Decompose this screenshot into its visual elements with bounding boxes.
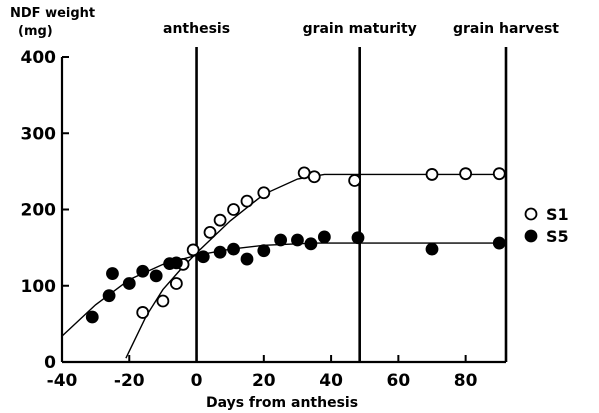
legend: S1 S5 — [524, 205, 569, 246]
data-point-series-1 — [136, 306, 150, 319]
data-point-series-1 — [169, 277, 183, 290]
event-label: anthesis — [163, 21, 230, 37]
legend-s1-label: S1 — [546, 205, 569, 224]
data-point-series-2 — [492, 236, 506, 250]
data-point-series-2 — [317, 230, 331, 244]
y-axis-label-line2: (mg) — [18, 24, 53, 39]
data-point-series-2 — [304, 237, 318, 251]
data-point-series-2 — [102, 289, 116, 303]
y-tick-label: 0 — [44, 353, 56, 373]
data-point-series-1 — [459, 167, 473, 181]
event-label: grain harvest — [453, 21, 559, 37]
data-point-series-1 — [492, 167, 506, 181]
data-point-series-1 — [156, 294, 170, 308]
data-point-series-1 — [307, 170, 321, 184]
data-point-series-2 — [106, 267, 119, 280]
x-axis-label: Days from anthesis — [206, 395, 358, 411]
data-point-series-1 — [257, 186, 271, 200]
data-point-series-2 — [122, 277, 136, 290]
data-point-series-2 — [213, 245, 227, 259]
y-tick-label: 100 — [21, 277, 57, 297]
x-tick-label: 80 — [454, 371, 478, 391]
data-point-series-2 — [425, 242, 439, 256]
y-tick-label: 400 — [21, 48, 57, 68]
y-tick-label: 300 — [21, 124, 57, 144]
data-point-series-2 — [291, 233, 304, 247]
data-point-series-1 — [203, 225, 217, 239]
x-tick-label: 60 — [387, 371, 411, 391]
legend-s5-label: S5 — [546, 227, 569, 246]
plot-area: 0 100 200 300 400 -40 -20 0 20 40 60 80 anthesis grai… — [21, 21, 560, 391]
data-point-series-2 — [351, 231, 365, 245]
event-label: grain maturity — [303, 21, 417, 37]
legend-s1-marker — [524, 207, 538, 221]
data-point-series-1 — [425, 168, 439, 181]
data-point-series-2 — [240, 252, 254, 266]
data-point-series-1 — [227, 203, 240, 216]
data-point-series-2 — [257, 244, 271, 258]
data-point-series-1 — [186, 243, 200, 257]
x-tick-label: 40 — [319, 371, 343, 391]
data-point-series-1 — [213, 213, 227, 227]
y-axis-label-line1: NDF weight — [10, 6, 95, 21]
data-point-series-2 — [196, 250, 210, 264]
data-point-series-2 — [274, 233, 288, 247]
data-point-series-2 — [136, 264, 150, 278]
data-point-series-2 — [169, 256, 183, 270]
y-tick-label: 200 — [21, 201, 57, 221]
x-tick-label: -20 — [114, 371, 145, 391]
x-tick-label: 0 — [191, 371, 203, 391]
legend-s5-marker — [524, 229, 538, 243]
data-point-series-1 — [348, 174, 362, 187]
data-point-series-2 — [85, 310, 99, 324]
data-point-series-1 — [240, 194, 254, 208]
data-point-series-2 — [149, 269, 163, 283]
x-tick-label: 20 — [252, 371, 276, 391]
data-point-series-2 — [227, 242, 240, 256]
x-tick-label: -40 — [47, 371, 78, 391]
